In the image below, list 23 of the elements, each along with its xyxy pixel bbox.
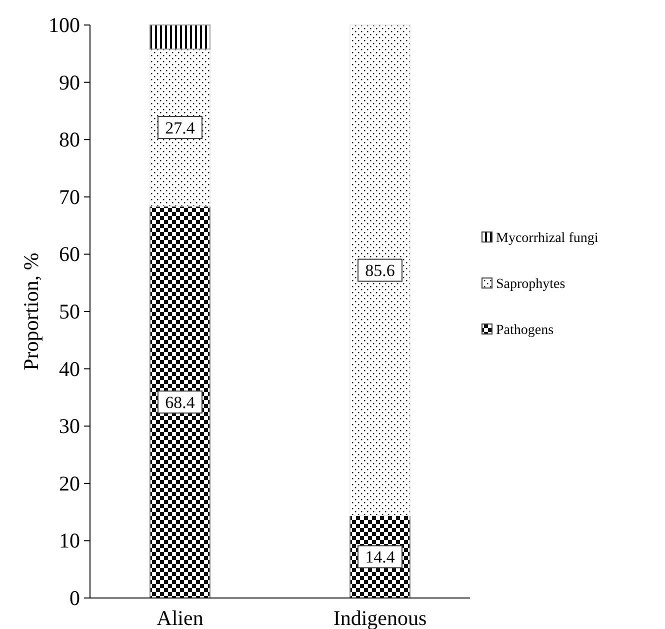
y-tick-label: 60 bbox=[59, 242, 80, 266]
data-label: 68.4 bbox=[165, 393, 196, 412]
y-tick-label: 0 bbox=[70, 586, 80, 610]
bar bbox=[350, 24, 410, 516]
data-label: 85.6 bbox=[365, 261, 395, 280]
y-tick-label: 30 bbox=[59, 414, 80, 438]
y-tick-label: 10 bbox=[59, 528, 80, 553]
data-label: 14.4 bbox=[365, 548, 396, 567]
bar bbox=[150, 24, 210, 50]
legend-label: Pathogens bbox=[496, 323, 554, 338]
legend-label: Saprophytes bbox=[496, 277, 566, 292]
y-tick-label: 50 bbox=[59, 300, 80, 324]
y-tick-label: 20 bbox=[59, 471, 80, 496]
legend-label: Mycorrhizal fungi bbox=[496, 231, 598, 246]
y-tick-label: 80 bbox=[59, 128, 80, 152]
y-tick-label: 90 bbox=[59, 70, 80, 94]
bar bbox=[150, 206, 210, 598]
data-label: 27.4 bbox=[165, 118, 196, 138]
y-tick-label: 100 bbox=[48, 13, 80, 37]
y-tick-label: 40 bbox=[59, 356, 80, 381]
y-axis-title: Proportion, % bbox=[19, 252, 43, 370]
x-tick-label: Alien bbox=[156, 606, 204, 629]
y-tick-label: 70 bbox=[59, 184, 80, 209]
